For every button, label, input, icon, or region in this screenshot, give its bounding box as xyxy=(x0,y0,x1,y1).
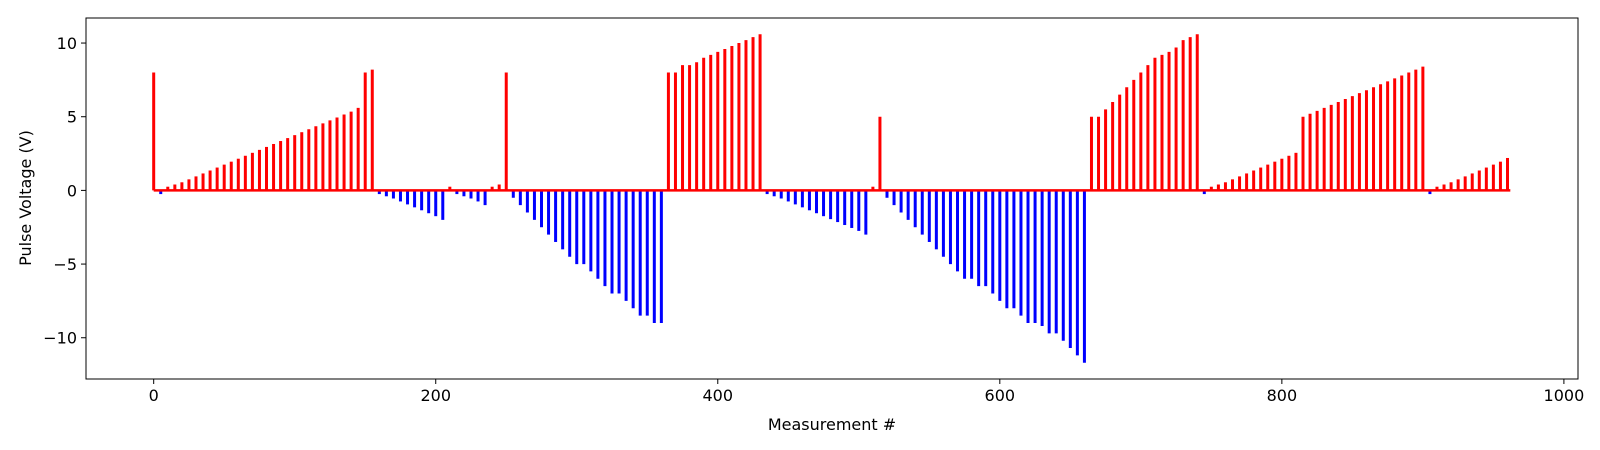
x-tick-label: 600 xyxy=(985,386,1016,405)
y-tick-label: 5 xyxy=(67,108,77,127)
x-tick-label: 400 xyxy=(702,386,733,405)
x-tick-label: 0 xyxy=(149,386,159,405)
x-tick-label: 200 xyxy=(420,386,451,405)
y-axis-label: Pulse Voltage (V) xyxy=(16,130,35,266)
y-tick-label: −5 xyxy=(53,255,77,274)
y-tick-label: 10 xyxy=(57,34,77,53)
x-tick-label: 1000 xyxy=(1544,386,1585,405)
plot-frame xyxy=(85,17,1579,380)
plot-marks xyxy=(152,34,1511,363)
y-tick-label: −10 xyxy=(43,329,77,348)
x-tick-label: 800 xyxy=(1267,386,1298,405)
y-axis-ticks: −10 −5 0 5 10 xyxy=(43,34,86,348)
x-axis-ticks: 0 200 400 600 800 1000 xyxy=(149,379,1585,405)
x-axis-label: Measurement # xyxy=(768,415,896,434)
y-tick-label: 0 xyxy=(67,181,77,200)
